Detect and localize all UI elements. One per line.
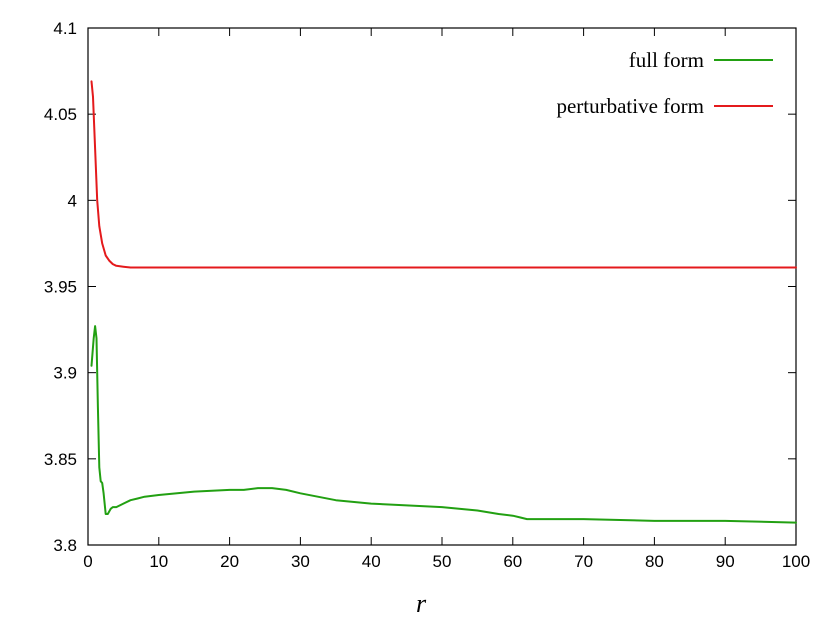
y-tick-label: 3.95 [44,278,77,297]
legend-label-2: perturbative form [556,94,704,118]
y-tick-label: 3.8 [53,536,77,555]
x-tick-label: 0 [83,552,92,571]
x-axis-label: r [416,589,427,618]
y-tick-label: 4.05 [44,105,77,124]
x-tick-label: 30 [291,552,310,571]
y-tick-label: 3.9 [53,364,77,383]
x-tick-label: 90 [716,552,735,571]
x-tick-label: 70 [574,552,593,571]
ticks: 0 10 20 30 40 50 60 70 80 90 100 3.8 3.85 3.9 3.95 4 4.0… [44,19,810,571]
y-tick-label: 4.1 [53,19,77,38]
x-tick-label: 100 [782,552,810,571]
x-tick-label: 60 [503,552,522,571]
series-line-1 [90,325,797,524]
y-tick-label: 4 [68,191,77,210]
x-tick-label: 50 [433,552,452,571]
x-tick-label: 40 [362,552,381,571]
plot-area: 0 10 20 30 40 50 60 70 80 90 100 3.8 3.85 3.9 3.95 4 4.0… [44,19,810,571]
x-tick-label: 20 [220,552,239,571]
y-tick-label: 3.85 [44,450,77,469]
legend: full form perturbative form [556,48,773,118]
series-lines [90,80,797,524]
legend-label-1: full form [629,48,704,72]
x-tick-label: 10 [149,552,168,571]
series-line-2 [90,80,797,269]
x-tick-label: 80 [645,552,664,571]
